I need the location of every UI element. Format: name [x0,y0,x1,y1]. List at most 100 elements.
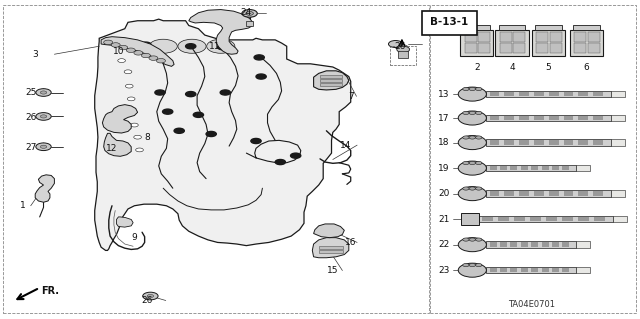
Circle shape [251,138,261,144]
Bar [478,43,490,53]
Circle shape [186,92,196,97]
Bar [593,140,603,145]
Circle shape [124,70,132,74]
Bar [534,140,544,145]
Circle shape [476,136,482,139]
Circle shape [218,45,228,50]
Circle shape [36,143,51,151]
Circle shape [131,123,138,127]
Bar [511,242,517,247]
Bar [499,25,525,30]
Text: 4: 4 [509,63,515,72]
Circle shape [476,187,482,190]
Bar [541,242,548,247]
Circle shape [469,111,476,115]
Text: 18: 18 [438,138,449,147]
Circle shape [147,294,154,298]
Bar [534,191,544,196]
Bar [579,92,588,96]
Circle shape [469,187,476,190]
Circle shape [458,161,486,175]
Bar [460,30,493,56]
Bar [564,191,573,196]
Circle shape [118,59,125,63]
Text: 24: 24 [241,8,252,17]
Text: 21: 21 [438,215,449,224]
Bar [531,268,538,272]
Circle shape [458,263,486,277]
Bar [495,30,529,56]
Text: 26: 26 [141,296,153,305]
Bar [535,25,562,30]
Circle shape [242,10,257,17]
Bar [478,32,490,42]
Text: 2: 2 [474,63,479,72]
Bar [576,165,590,171]
Bar [398,51,408,58]
Bar [504,191,515,196]
Circle shape [463,136,469,139]
Circle shape [469,136,476,139]
Circle shape [463,87,469,91]
Bar [564,92,573,96]
Text: 16: 16 [345,238,356,247]
Text: 22: 22 [438,240,449,249]
Circle shape [476,111,482,115]
Bar [574,32,586,42]
Circle shape [388,41,403,48]
Bar [320,79,342,82]
Bar [576,241,590,248]
Bar [500,166,507,170]
Circle shape [111,43,120,47]
Circle shape [40,145,47,148]
Bar [500,43,512,53]
Bar [563,242,570,247]
Circle shape [397,46,410,53]
Bar [519,191,529,196]
Bar [521,242,528,247]
Bar [574,43,586,53]
Circle shape [463,161,469,165]
Bar [562,217,573,221]
Text: 15: 15 [327,266,339,275]
Bar [465,43,477,53]
Text: 8: 8 [145,133,150,142]
Bar [486,115,611,121]
Bar [552,268,559,272]
Bar [461,213,479,225]
Circle shape [141,42,151,47]
Text: 3: 3 [33,50,38,59]
Bar [576,267,590,273]
Polygon shape [104,133,131,156]
Bar [465,32,477,42]
Circle shape [463,263,469,267]
Circle shape [207,39,235,53]
Bar [611,115,625,121]
Bar [486,165,576,171]
Polygon shape [35,175,54,202]
Bar [579,191,588,196]
Polygon shape [314,224,344,238]
Circle shape [469,161,476,165]
Text: 9: 9 [132,233,137,242]
Polygon shape [189,10,253,54]
Circle shape [458,187,486,201]
Circle shape [469,238,476,241]
Circle shape [178,39,206,53]
Bar [486,91,611,97]
Bar [500,32,512,42]
Circle shape [206,131,216,137]
Text: TA04E0701: TA04E0701 [508,300,555,309]
Polygon shape [314,71,349,90]
Bar [490,140,499,145]
Circle shape [134,135,141,139]
Bar [530,217,541,221]
Text: 23: 23 [438,266,449,275]
Bar [486,241,576,248]
Bar [531,166,538,170]
Bar [588,32,600,42]
Bar [550,43,562,53]
Polygon shape [116,217,133,227]
Bar [511,166,517,170]
Circle shape [458,238,486,252]
